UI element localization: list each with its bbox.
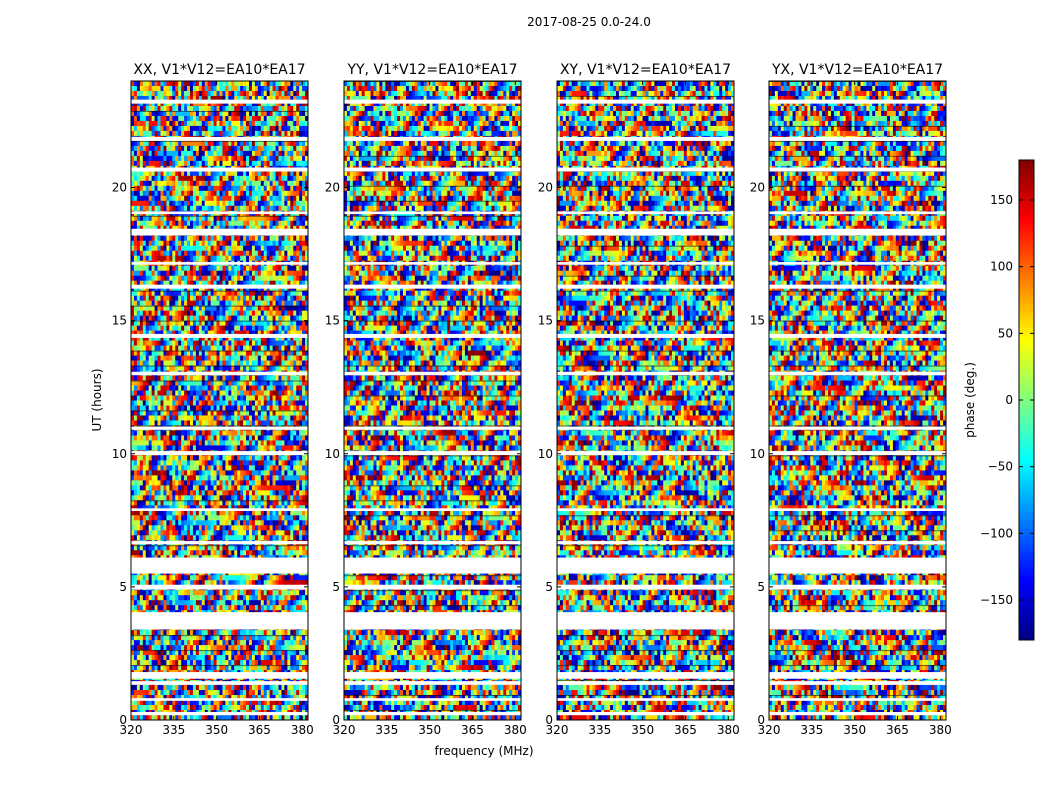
y-tick-label: 20 xyxy=(750,181,765,195)
y-tick-label: 0 xyxy=(119,713,127,727)
y-tick-label: 5 xyxy=(332,580,340,594)
x-tick-label: 335 xyxy=(800,723,823,737)
y-tick-label: 0 xyxy=(545,713,553,727)
x-tick-label: 380 xyxy=(504,723,527,737)
x-tick-label: 335 xyxy=(588,723,611,737)
y-tick-label: 15 xyxy=(750,314,765,328)
y-tick-label: 10 xyxy=(750,447,765,461)
x-tick-label: 350 xyxy=(843,723,866,737)
x-tick-label: 350 xyxy=(418,723,441,737)
y-tick-label: 10 xyxy=(112,447,127,461)
y-tick-label: 20 xyxy=(538,181,553,195)
y-axis-label: UT (hours) xyxy=(90,368,104,431)
x-tick-label: 320 xyxy=(120,723,143,737)
colorbar-tick-label: −150 xyxy=(980,593,1013,607)
colorbar-tick-label: 50 xyxy=(998,326,1013,340)
panel-1: YY, V1*V12=EA10*EA17 320 335 350 365 380 0 5 10 1… xyxy=(325,62,527,737)
x-tick-label: 350 xyxy=(631,723,654,737)
x-tick-label: 365 xyxy=(248,723,271,737)
y-tick-label: 20 xyxy=(112,181,127,195)
y-tick-label: 15 xyxy=(538,314,553,328)
colorbar: 150 100 50 0 −50 −100 −150 xyxy=(980,159,1035,641)
panel-phase-image xyxy=(344,81,521,720)
panel-title: YY, V1*V12=EA10*EA17 xyxy=(346,62,517,78)
colorbar-tick-label: −50 xyxy=(988,460,1013,474)
panels: XX, V1*V12=EA10*EA17 320 335 350 365 380 0 5 10 1… xyxy=(112,62,952,737)
y-tick-label: 10 xyxy=(325,447,340,461)
y-tick-label: 15 xyxy=(325,314,340,328)
x-tick-label: 335 xyxy=(162,723,185,737)
panel-phase-image xyxy=(769,81,946,720)
x-tick-label: 380 xyxy=(291,723,314,737)
figure-suptitle: 2017-08-25 0.0-24.0 xyxy=(527,15,651,29)
x-axis-label: frequency (MHz) xyxy=(434,744,533,758)
colorbar-tick-label: 0 xyxy=(1005,393,1013,407)
colorbar-tick-label: 150 xyxy=(990,193,1013,207)
y-tick-label: 20 xyxy=(325,181,340,195)
panel-0: XX, V1*V12=EA10*EA17 320 335 350 365 380 0 5 10 1… xyxy=(112,62,314,737)
panel-title: XX, V1*V12=EA10*EA17 xyxy=(133,62,305,78)
x-tick-label: 350 xyxy=(205,723,228,737)
y-tick-label: 5 xyxy=(757,580,765,594)
x-tick-label: 365 xyxy=(674,723,697,737)
x-tick-label: 380 xyxy=(929,723,952,737)
y-tick-label: 0 xyxy=(757,713,765,727)
panel-frame xyxy=(768,80,947,721)
panel-frame xyxy=(556,80,735,721)
colorbar-label: phase (deg.) xyxy=(963,362,977,438)
colorbar-tick-label: 100 xyxy=(990,260,1013,274)
y-tick-label: 5 xyxy=(545,580,553,594)
x-tick-label: 365 xyxy=(461,723,484,737)
y-tick-label: 15 xyxy=(112,314,127,328)
panel-3: YX, V1*V12=EA10*EA17 320 335 350 365 380 0 5 10 1… xyxy=(750,62,952,737)
x-tick-label: 320 xyxy=(546,723,569,737)
panel-phase-image xyxy=(131,81,308,720)
panel-frame xyxy=(343,80,522,721)
colorbar-tick-label: −100 xyxy=(980,526,1013,540)
y-tick-label: 0 xyxy=(332,713,340,727)
colorbar-gradient xyxy=(1019,160,1034,641)
panel-title: XY, V1*V12=EA10*EA17 xyxy=(560,62,731,78)
x-tick-label: 320 xyxy=(333,723,356,737)
x-tick-label: 335 xyxy=(375,723,398,737)
y-tick-label: 10 xyxy=(538,447,553,461)
panel-2: XY, V1*V12=EA10*EA17 320 335 350 365 380 0 5 10 1… xyxy=(538,62,740,737)
x-tick-label: 380 xyxy=(717,723,740,737)
panel-phase-image xyxy=(557,81,734,720)
y-tick-label: 5 xyxy=(119,580,127,594)
x-tick-label: 365 xyxy=(886,723,909,737)
panel-frame xyxy=(130,80,309,721)
panel-title: YX, V1*V12=EA10*EA17 xyxy=(771,62,943,78)
x-tick-label: 320 xyxy=(758,723,781,737)
